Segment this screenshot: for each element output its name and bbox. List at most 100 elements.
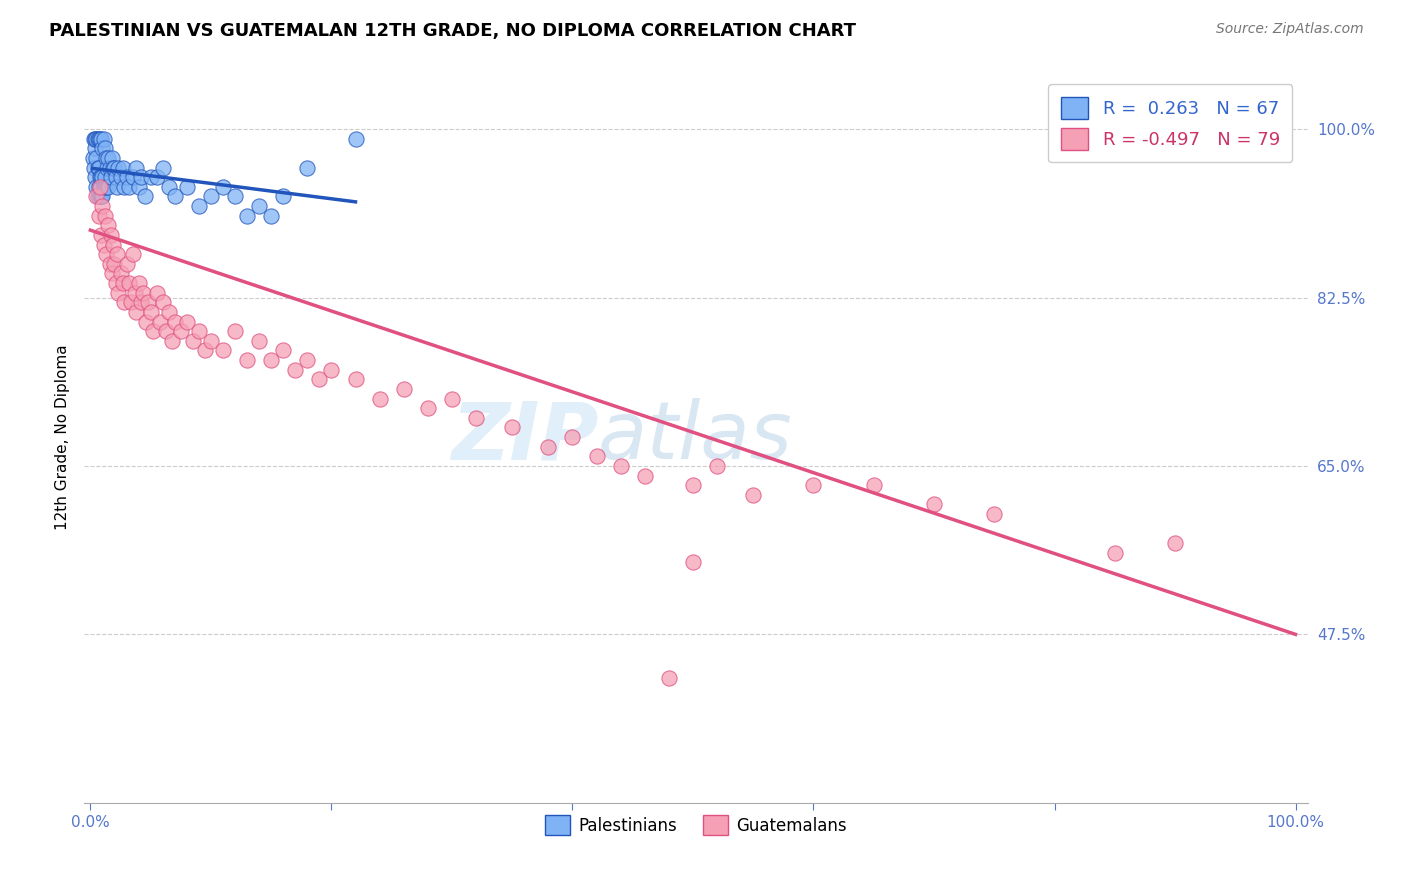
Point <box>96 161 118 175</box>
Point <box>501 420 523 434</box>
Point <box>118 276 141 290</box>
Point <box>260 353 283 368</box>
Point <box>103 237 125 252</box>
Point <box>97 219 120 233</box>
Point <box>125 305 148 319</box>
Point <box>90 132 112 146</box>
Point <box>170 324 193 338</box>
Point <box>98 257 121 271</box>
Point <box>94 151 117 165</box>
Point <box>93 132 115 146</box>
Point <box>91 189 114 203</box>
Point <box>111 161 134 175</box>
Point <box>187 199 209 213</box>
Point <box>129 295 152 310</box>
Point <box>91 199 114 213</box>
Point <box>83 161 105 175</box>
Point <box>537 440 560 454</box>
Point <box>129 170 152 185</box>
Point <box>682 478 704 492</box>
Legend: Palestinians, Guatemalans: Palestinians, Guatemalans <box>538 808 853 842</box>
Point <box>392 382 415 396</box>
Point <box>128 179 150 194</box>
Y-axis label: 12th Grade, No Diploma: 12th Grade, No Diploma <box>55 344 70 530</box>
Point <box>440 392 463 406</box>
Point <box>91 170 114 185</box>
Text: Source: ZipAtlas.com: Source: ZipAtlas.com <box>1216 22 1364 37</box>
Point <box>87 132 110 146</box>
Point <box>128 276 150 290</box>
Point <box>89 179 111 194</box>
Point <box>87 209 110 223</box>
Point <box>87 179 110 194</box>
Point <box>94 179 117 194</box>
Point <box>86 151 108 165</box>
Point <box>90 227 112 242</box>
Point <box>105 247 128 261</box>
Point <box>110 267 132 281</box>
Point <box>134 189 156 203</box>
Point <box>271 343 294 358</box>
Point <box>368 392 391 406</box>
Point <box>86 161 108 175</box>
Point <box>187 324 209 338</box>
Point <box>139 170 162 185</box>
Point <box>321 362 343 376</box>
Point <box>112 179 135 194</box>
Point <box>86 132 108 146</box>
Point <box>94 141 117 155</box>
Point <box>104 276 127 290</box>
Point <box>212 343 235 358</box>
Point <box>284 362 307 376</box>
Point <box>194 343 217 358</box>
Point <box>658 671 681 685</box>
Point <box>107 285 129 300</box>
Text: atlas: atlas <box>598 398 793 476</box>
Point <box>103 257 125 271</box>
Point <box>224 189 246 203</box>
Point <box>634 468 657 483</box>
Point <box>86 179 108 194</box>
Point <box>90 189 112 203</box>
Point <box>121 170 143 185</box>
Point <box>101 267 124 281</box>
Point <box>682 555 704 569</box>
Point <box>176 315 198 329</box>
Point <box>742 488 765 502</box>
Point <box>136 295 159 310</box>
Point <box>706 458 728 473</box>
Point <box>82 151 104 165</box>
Text: PALESTINIAN VS GUATEMALAN 12TH GRADE, NO DIPLOMA CORRELATION CHART: PALESTINIAN VS GUATEMALAN 12TH GRADE, NO… <box>49 22 856 40</box>
Text: ZIP: ZIP <box>451 398 598 476</box>
Point <box>163 189 186 203</box>
Point <box>132 285 155 300</box>
Point <box>157 179 180 194</box>
Point <box>465 410 488 425</box>
Point <box>561 430 583 444</box>
Point <box>247 334 270 348</box>
Point <box>181 334 204 348</box>
Point <box>115 257 138 271</box>
Point <box>94 170 117 185</box>
Point <box>308 372 330 386</box>
Point <box>297 161 319 175</box>
Point <box>118 179 141 194</box>
Point <box>142 324 165 338</box>
Point <box>609 458 631 473</box>
Point <box>87 161 110 175</box>
Point <box>149 315 172 329</box>
Point <box>157 305 180 319</box>
Point <box>101 151 124 165</box>
Point <box>97 151 120 165</box>
Point <box>152 161 174 175</box>
Point <box>163 315 186 329</box>
Point <box>862 478 884 492</box>
Point <box>145 170 167 185</box>
Point <box>110 170 132 185</box>
Point <box>89 189 111 203</box>
Point <box>200 334 222 348</box>
Point <box>236 353 259 368</box>
Point <box>93 237 115 252</box>
Point <box>1104 545 1126 559</box>
Point <box>98 161 121 175</box>
